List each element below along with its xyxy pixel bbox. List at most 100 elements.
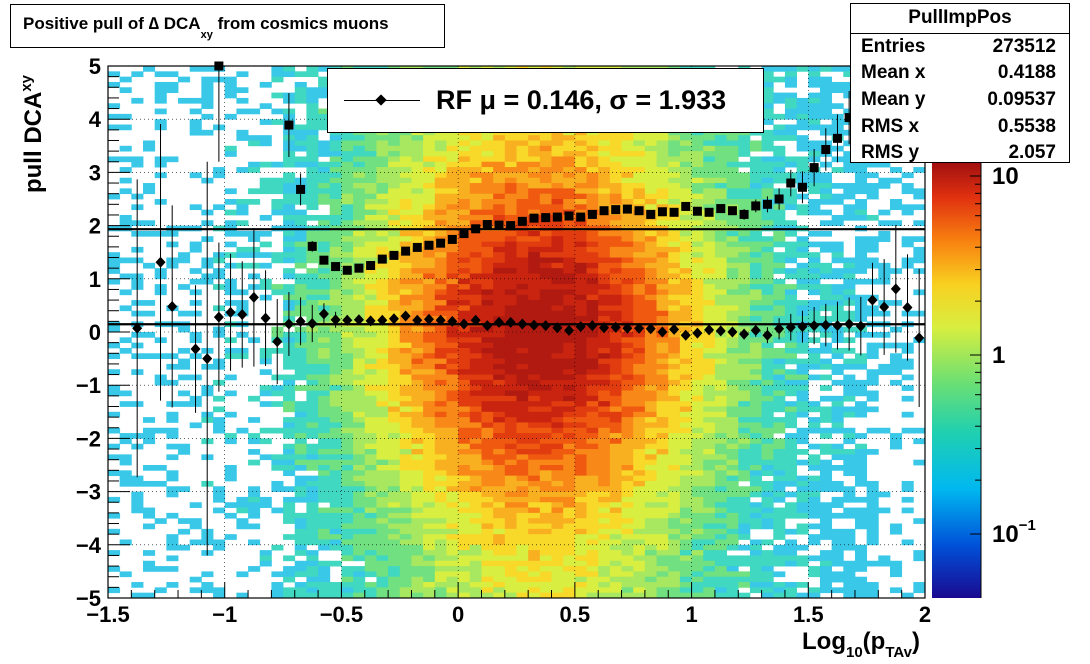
x-tick-label: −0.5: [320, 602, 363, 627]
data-point-s0-44: [669, 323, 680, 335]
y-tick-label: 3: [89, 160, 101, 185]
data-point-s0-49: [727, 326, 738, 338]
data-point-s1-7: [354, 263, 364, 273]
data-point-s1-37: [704, 207, 714, 217]
x-tick-label: 1.5: [793, 602, 824, 627]
data-point-s0-14: [318, 303, 329, 325]
x-tick-label: 0: [452, 602, 464, 627]
data-point-s1-10: [389, 250, 399, 260]
x-tick-label: −1: [212, 602, 237, 627]
data-point-s0-59: [844, 297, 855, 351]
data-point-s1-8: [366, 261, 376, 270]
data-point-s0-46: [692, 327, 703, 339]
colorbar-label-10: 10: [992, 163, 1019, 190]
data-point-s1-9: [377, 254, 387, 264]
data-point-s1-4: [319, 255, 329, 265]
x-tick-label: 0.5: [560, 602, 591, 627]
data-point-s0-4: [202, 161, 213, 556]
data-point-s1-22: [529, 213, 539, 223]
data-point-s0-0: [132, 179, 143, 478]
data-point-s1-15: [447, 234, 457, 244]
data-point-s0-24: [435, 314, 446, 326]
data-point-s0-30: [505, 316, 516, 328]
x-tick-label: 2: [919, 602, 931, 627]
data-point-s0-45: [680, 329, 691, 341]
data-point-s1-5: [331, 262, 341, 272]
data-point-s1-21: [517, 216, 527, 226]
data-point-s0-50: [739, 328, 750, 340]
y-tick-label: 4: [89, 107, 102, 132]
x-tick-label: 1: [685, 602, 697, 627]
data-point-s1-30: [622, 204, 632, 214]
data-point-s1-49: [844, 91, 854, 145]
data-point-s0-41: [634, 322, 645, 334]
data-point-s1-45: [797, 171, 807, 204]
y-tick-label: 0: [89, 320, 101, 345]
grid-layer: [108, 66, 925, 598]
stats-box: PullImpPos Entries 273512 Mean x 0.4188 Me…: [850, 3, 1070, 163]
data-point-s1-27: [587, 209, 597, 219]
y-tick-label: 5: [89, 54, 101, 79]
data-point-s1-32: [646, 209, 656, 219]
x-tick-labels: −1.5 −1 −0.5 0 0.5 1 1.5 2: [86, 602, 931, 627]
data-point-s0-47: [704, 324, 715, 336]
data-point-s0-42: [645, 323, 656, 335]
data-point-s0-51: [750, 324, 761, 337]
data-point-s0-7: [237, 261, 248, 368]
y-tick-label: −5: [76, 586, 101, 611]
data-point-s0-6: [225, 253, 236, 371]
data-point-s1-46: [809, 148, 819, 187]
data-point-s0-52: [762, 327, 773, 344]
data-point-s0-5: [213, 242, 224, 392]
plot-title: Positive pull of ∆ DCAxy from cosmics mu…: [23, 14, 389, 41]
data-point-s0-18: [365, 315, 376, 327]
data-point-s0-16: [342, 314, 353, 326]
colorbar-label-1: 1: [992, 342, 1006, 369]
color-bar: [932, 162, 981, 598]
data-point-s1-44: [786, 169, 796, 197]
data-point-s0-32: [529, 319, 540, 331]
data-point-s0-12: [295, 297, 306, 346]
data-point-s0-9: [260, 270, 271, 367]
data-point-s0-15: [330, 311, 341, 328]
data-point-s0-55: [797, 310, 808, 343]
data-point-s1-1: [284, 93, 294, 157]
data-point-s0-39: [610, 321, 621, 333]
plot-title-box: Positive pull of ∆ DCAxy from cosmics mu…: [10, 4, 445, 48]
data-point-s1-39: [727, 206, 737, 216]
y-tick-label: 2: [89, 214, 101, 239]
data-point-s0-23: [423, 313, 434, 325]
data-point-s1-25: [564, 211, 574, 221]
data-point-s0-64: [902, 254, 913, 361]
data-point-s1-3: [307, 241, 317, 252]
data-point-s1-24: [552, 212, 562, 222]
x-tick-label: −1.5: [86, 602, 129, 627]
data-point-s0-63: [890, 225, 901, 353]
data-point-s0-60: [855, 296, 866, 356]
data-point-s0-61: [867, 262, 878, 338]
data-point-s0-20: [388, 313, 399, 325]
colorbar-label-0-1: 10−1: [992, 517, 1036, 548]
data-point-s1-6: [342, 265, 352, 275]
data-point-s0-40: [622, 322, 633, 334]
data-point-s1-34: [669, 207, 679, 217]
data-point-s0-36: [575, 321, 586, 333]
data-point-s0-37: [587, 320, 598, 332]
data-points: [132, 61, 925, 556]
data-point-s1-36: [692, 206, 702, 216]
data-point-s1-41: [751, 199, 761, 213]
y-tick-label: −4: [76, 533, 102, 558]
data-point-s0-35: [564, 324, 575, 336]
data-point-s0-11: [283, 292, 294, 356]
data-point-s1-35: [681, 201, 691, 211]
data-point-s1-42: [762, 196, 772, 213]
x-axis-label: Log10(pTAv): [802, 628, 920, 661]
data-point-s0-28: [482, 320, 493, 332]
data-point-s1-38: [716, 204, 726, 214]
data-point-s0-56: [809, 306, 820, 345]
axis-ticks: [107, 65, 926, 599]
data-point-s0-62: [879, 259, 890, 355]
color-bar-ticks: [970, 175, 981, 535]
data-point-s1-16: [459, 229, 469, 239]
data-point-s1-28: [599, 206, 609, 216]
